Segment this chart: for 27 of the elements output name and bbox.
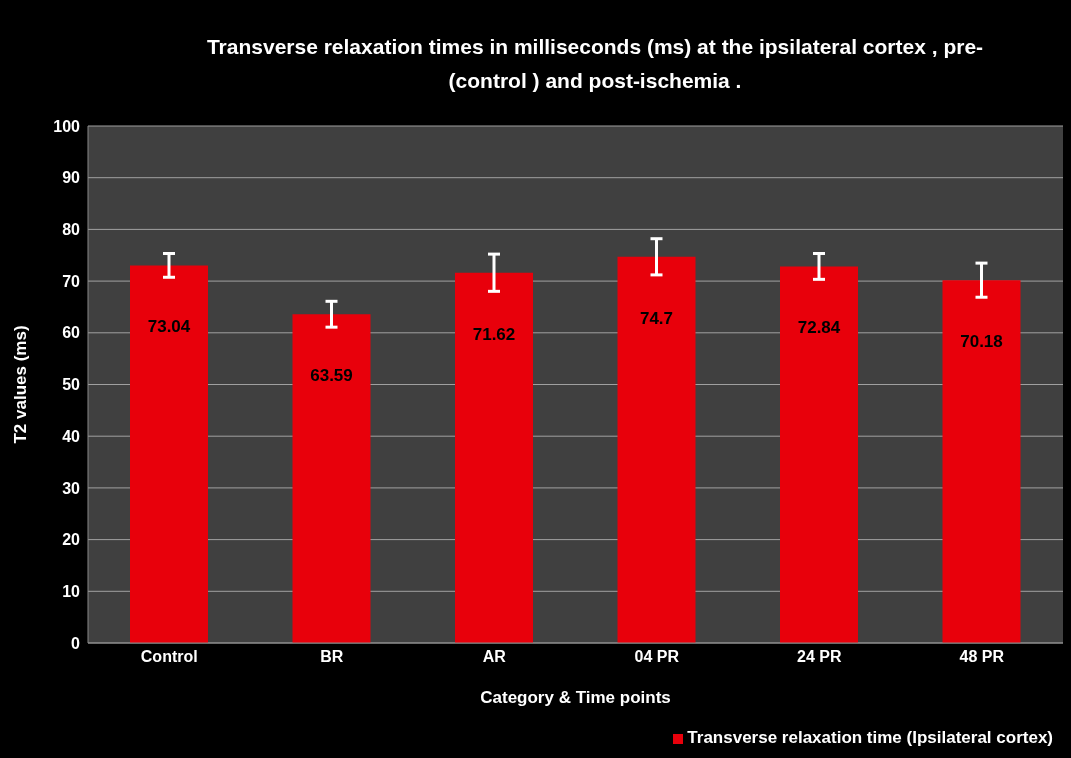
- data-label: 63.59: [310, 366, 353, 386]
- x-tick-label: BR: [320, 648, 344, 666]
- y-tick-label: 0: [71, 634, 81, 652]
- y-tick-label: 30: [62, 479, 81, 497]
- x-tick-label: 04 PR: [634, 648, 680, 666]
- data-label: 73.04: [147, 317, 191, 337]
- y-tick-label: 40: [62, 427, 81, 445]
- y-tick-label: 90: [62, 169, 81, 187]
- data-label: 74.7: [639, 308, 674, 328]
- data-label: 72.84: [797, 318, 841, 338]
- x-tick-label: Control: [140, 648, 198, 666]
- data-label: 70.18: [960, 332, 1003, 352]
- y-tick-label: 80: [62, 221, 81, 239]
- y-tick-label: 60: [62, 324, 81, 342]
- data-label: 71.62: [472, 324, 516, 344]
- y-axis-title: T2 values (ms): [11, 325, 31, 444]
- chart-title: Transverse relaxation times in milliseconds (ms) at the ipsilateral cortex , pre-(control ) and post-ischemia .: [205, 34, 985, 94]
- y-tick-label: 50: [62, 376, 81, 394]
- y-tick-label: 70: [62, 272, 81, 290]
- y-tick-label: 10: [62, 582, 81, 600]
- y-tick-label: 100: [53, 117, 81, 135]
- x-axis-title: Category & Time points: [480, 688, 671, 708]
- x-tick-label: 48 PR: [959, 648, 1005, 666]
- x-tick-label: AR: [482, 648, 507, 666]
- x-tick-label: 24 PR: [797, 648, 842, 666]
- legend-label: Transverse relaxation time (Ipsilateral cortex): [687, 728, 1053, 747]
- y-tick-label: 20: [62, 531, 81, 549]
